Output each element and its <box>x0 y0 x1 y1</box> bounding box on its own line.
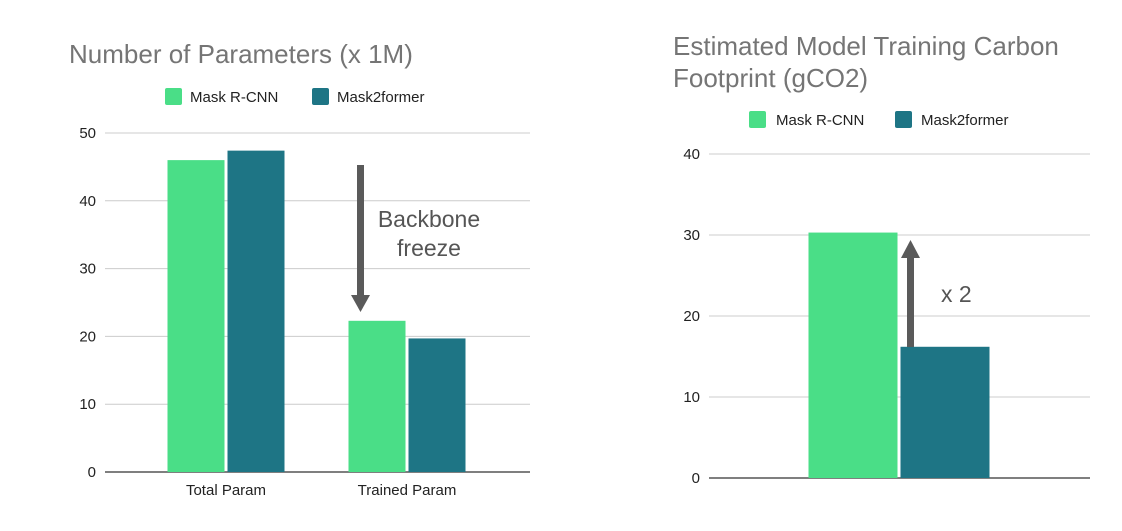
annotation-arrow-shaft <box>357 165 364 297</box>
legend-label-mask-rcnn: Mask R-CNN <box>776 112 864 129</box>
bar-mask-r-cnn <box>808 232 898 478</box>
y-axis-carbon: 0 10 20 30 40 <box>683 146 700 487</box>
chart-title-carbon-line-1: Estimated Model Training Carbon <box>673 31 1059 61</box>
annotation-arrow-head-up <box>901 240 920 258</box>
annotation-arrow-head-down <box>351 295 370 312</box>
y-tick-label: 20 <box>79 328 96 345</box>
y-tick-label: 10 <box>683 389 700 406</box>
y-tick-label: 50 <box>79 125 96 142</box>
x-tick-label-trained-param: Trained Param <box>358 482 457 499</box>
y-axis-parameters: 0 10 20 30 40 50 <box>79 125 96 481</box>
y-tick-label: 10 <box>79 396 96 413</box>
legend-swatch-mask-rcnn <box>165 88 182 105</box>
y-tick-label: 0 <box>88 464 96 481</box>
bar-mask-r-cnn-trained-param <box>348 320 406 472</box>
legend-label-mask-rcnn: Mask R-CNN <box>190 89 278 106</box>
bars-parameters <box>167 150 466 473</box>
bar-mask2former-total-param <box>227 150 285 473</box>
bar-mask-r-cnn-total-param <box>167 160 225 472</box>
annotation-arrow-shaft <box>907 255 914 347</box>
legend-carbon: Mask R-CNN Mask2former <box>749 111 1009 129</box>
grid-carbon <box>709 153 1090 479</box>
x-axis-parameters: Total Param Trained Param <box>186 482 456 499</box>
annotation-text-x2: x 2 <box>941 281 972 307</box>
x-tick-label-total-param: Total Param <box>186 482 266 499</box>
y-tick-label: 20 <box>683 308 700 325</box>
legend-swatch-mask2former <box>895 111 912 128</box>
y-tick-label: 40 <box>79 193 96 210</box>
annotation-text-line-1: Backbone <box>378 206 480 232</box>
bar-mask2former <box>900 346 990 478</box>
bar-mask2former-trained-param <box>408 338 466 472</box>
annotation-x2: x 2 <box>901 240 972 347</box>
y-tick-label: 30 <box>79 261 96 278</box>
chart-title-parameters: Number of Parameters (x 1M) <box>69 39 413 69</box>
y-tick-label: 40 <box>683 146 700 163</box>
parameters-chart: Number of Parameters (x 1M) Mask R-CNN M… <box>69 39 530 499</box>
chart-title-carbon-line-2: Footprint (gCO2) <box>673 63 868 93</box>
legend-label-mask2former: Mask2former <box>337 89 425 106</box>
annotation-text-line-2: freeze <box>397 235 461 261</box>
annotation-backbone-freeze: Backbone freeze <box>351 165 480 312</box>
legend-swatch-mask2former <box>312 88 329 105</box>
carbon-footprint-chart: Estimated Model Training Carbon Footprin… <box>673 31 1090 487</box>
y-tick-label: 0 <box>692 470 700 487</box>
y-tick-label: 30 <box>683 227 700 244</box>
legend-label-mask2former: Mask2former <box>921 112 1009 129</box>
legend-parameters: Mask R-CNN Mask2former <box>165 88 425 106</box>
legend-swatch-mask-rcnn <box>749 111 766 128</box>
bars-carbon <box>808 232 990 478</box>
